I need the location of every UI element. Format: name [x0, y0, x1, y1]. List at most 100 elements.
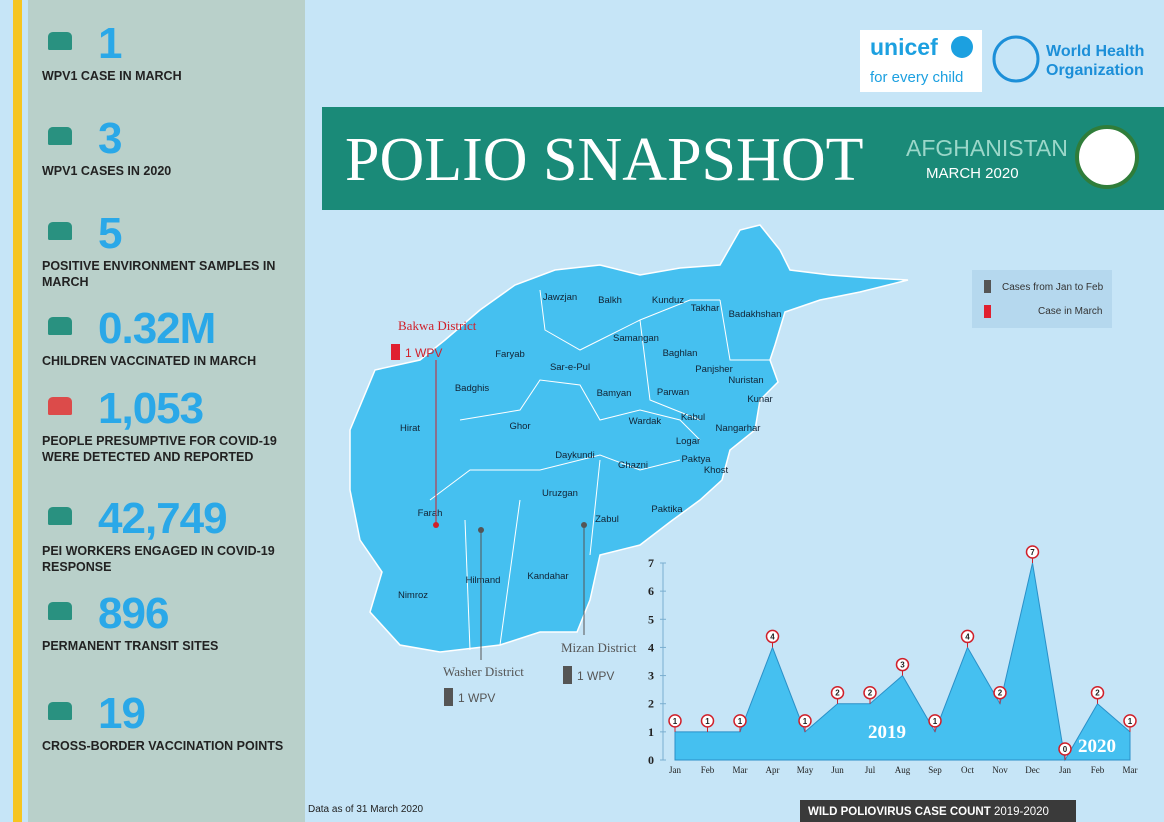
annotation: 2019 [868, 722, 906, 743]
stat: 42,749 PEI WORKERS ENGAGED IN COVID-19 R… [42, 495, 304, 575]
map-borders [429, 289, 770, 651]
pin [863, 685, 877, 700]
stat-icon [48, 32, 72, 50]
pin [830, 685, 845, 700]
province-label: Sar-e-Pul [550, 362, 590, 373]
x-tick-label: Jan [669, 765, 681, 775]
pin [928, 714, 942, 728]
pin [1058, 742, 1072, 756]
district-cases: 1 WPV [458, 691, 495, 705]
province-label: Khost [704, 465, 729, 476]
case-icon [391, 344, 400, 360]
stat-label: WPV1 CASE IN MARCH [42, 69, 182, 83]
pointer [581, 522, 587, 528]
x-tick-label: Jun [831, 765, 844, 775]
pin [798, 714, 812, 728]
stat-value: 896 [98, 589, 169, 638]
district-name: Mizan District [561, 640, 637, 655]
value-label: 3 [900, 661, 905, 670]
x-tick-label: Nov [992, 765, 1008, 775]
pin [895, 657, 910, 672]
stat-label: PERMANENT TRANSIT SITES [42, 639, 219, 653]
province-label: Balkh [598, 295, 622, 306]
province-label: Kunar [747, 394, 772, 405]
unicef-emblem [951, 36, 973, 58]
value-label: 4 [770, 632, 775, 641]
province-label: Ghazni [618, 460, 648, 471]
province-label: Logar [676, 436, 700, 447]
emblem [1075, 125, 1139, 189]
province-label: Uruzgan [542, 488, 578, 499]
sidebar: 1 WPV1 CASE IN MARCH 3 WPV1 CASES IN 202… [28, 0, 305, 822]
stat: 3 WPV1 CASES IN 2020 [42, 115, 304, 179]
pin [700, 714, 715, 728]
stat: 5 POSITIVE ENVIRONMENT SAMPLES IN MARCH [42, 210, 304, 290]
x-tick-label: Apr [766, 765, 780, 775]
legend-box [972, 270, 1112, 328]
who-name: Organization [1046, 62, 1144, 79]
case-icon [444, 688, 453, 706]
value-label: 1 [933, 717, 938, 726]
country: AFGHANISTAN [906, 135, 1068, 161]
province-label: Kabul [681, 412, 705, 423]
province-label: Badakhshan [729, 309, 782, 320]
value-label: 2 [1095, 689, 1100, 698]
stat-label: PEOPLE PRESUMPTIVE FOR COVID-19 WERE DET… [42, 434, 277, 464]
y-tick-label: 2 [648, 697, 654, 711]
province-label: Nangarhar [716, 423, 761, 434]
unicef-logo: unicef [870, 34, 938, 60]
pointer [478, 527, 484, 533]
province-label: Kandahar [527, 571, 568, 582]
pin [993, 685, 1007, 700]
annotation: 2020 [1078, 736, 1116, 757]
province-label: Baghlan [663, 348, 698, 359]
x-tick-label: Feb [701, 765, 715, 775]
pin [960, 629, 975, 644]
y-tick-label: 6 [648, 584, 654, 598]
x-tick-label: Dec [1025, 765, 1040, 775]
chart-title: WILD POLIOVIRUS CASE COUNT 2019-2020 [808, 806, 1049, 818]
value-label: 2 [835, 689, 840, 698]
stat-label: CROSS-BORDER VACCINATION POINTS [42, 739, 284, 753]
province-label: Takhar [691, 303, 720, 314]
stat: 1,053 PEOPLE PRESUMPTIVE FOR COVID-19 WE… [42, 385, 304, 465]
stat: 0.32M CHILDREN VACCINATED IN MARCH [42, 305, 304, 369]
province-label: Panjsher [695, 364, 733, 375]
chart-title-box [800, 800, 1076, 822]
value-label: 1 [738, 717, 743, 726]
x-tick-label: Aug [895, 765, 911, 775]
stat-icon [48, 702, 72, 720]
y-tick-label: 4 [648, 640, 654, 654]
pin [1123, 714, 1137, 728]
district-cases: 1 WPV [405, 346, 442, 360]
province-label: Parwan [657, 387, 689, 398]
stat: 896 PERMANENT TRANSIT SITES [42, 590, 304, 654]
stat-label: PEI WORKERS ENGAGED IN COVID-19 RESPONSE [42, 544, 275, 574]
value-label: 1 [705, 717, 710, 726]
stat-icon [48, 317, 72, 335]
value-label: 1 [803, 717, 808, 726]
province-label: Paktya [681, 454, 711, 465]
pin [1025, 545, 1040, 559]
province-label: Hilmand [466, 575, 501, 586]
stat-value: 0.32M [98, 304, 216, 353]
title: POLIO SNAPSHOT [345, 126, 863, 194]
stat-value: 3 [98, 114, 122, 163]
banner [322, 107, 1164, 210]
stat-value: 1,053 [98, 384, 204, 433]
y-tick-label: 7 [648, 556, 654, 570]
stat-icon [48, 602, 72, 620]
province-label: Farah [418, 508, 443, 519]
stat-icon [48, 507, 72, 525]
province-label: Samangan [613, 333, 659, 344]
province-label: Hirat [400, 423, 420, 434]
pin [765, 629, 780, 644]
stat-label: WPV1 CASES IN 2020 [42, 164, 172, 178]
legend-label: Case in March [1038, 306, 1102, 317]
pin [733, 714, 747, 728]
date: MARCH 2020 [926, 165, 1019, 182]
province-label: Wardak [629, 416, 662, 427]
pointer [433, 522, 439, 528]
district-cases: 1 WPV [577, 669, 614, 683]
